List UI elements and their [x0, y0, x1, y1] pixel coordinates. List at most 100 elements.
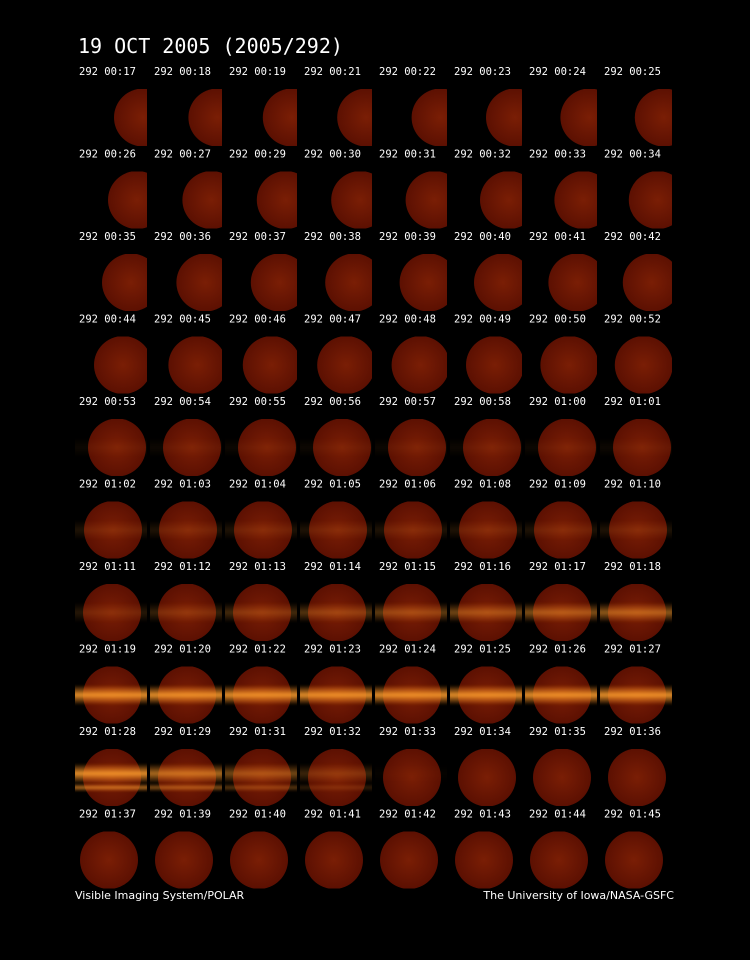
aurora-band: [75, 783, 147, 792]
aurora-band: [600, 602, 672, 623]
image-frame: [525, 584, 597, 641]
earth-disk: [458, 749, 516, 806]
image-frame: [305, 831, 363, 889]
image-frame: [75, 501, 147, 559]
frame-label: 292 00:54: [154, 396, 211, 408]
frame-label: 292 00:39: [379, 231, 436, 243]
aurora-band: [75, 763, 147, 784]
frame-label: 292 00:18: [154, 66, 211, 78]
aurora-band: [600, 520, 672, 540]
image-frame: [250, 254, 297, 311]
earth-disk: [411, 89, 447, 146]
frame-label: 292 00:24: [529, 66, 586, 78]
earth-disk: [80, 831, 138, 889]
image-frame: [480, 171, 522, 229]
frame-label: 292 01:33: [379, 726, 436, 738]
image-frame: [331, 171, 372, 229]
frame-label: 292 01:40: [229, 809, 286, 821]
aurora-band: [225, 685, 297, 705]
aurora-band: [373, 764, 449, 784]
earth-disk: [256, 171, 297, 229]
frame-label: 292 00:35: [79, 231, 136, 243]
aurora-band: [300, 685, 372, 705]
aurora-band: [375, 437, 447, 458]
frame-label: 292 01:02: [79, 479, 136, 491]
image-frame: [300, 749, 372, 806]
frame-label: 292 00:29: [229, 149, 286, 161]
frame-label: 292 00:48: [379, 314, 436, 326]
frame-label: 292 00:26: [79, 149, 136, 161]
image-frame: [150, 584, 222, 641]
frame-label: 292 01:11: [79, 561, 136, 573]
image-frame: [114, 89, 147, 146]
frame-label: 292 01:06: [379, 479, 436, 491]
frame-label: 292 01:17: [529, 561, 586, 573]
title: 19 OCT 2005 (2005/292): [78, 34, 343, 58]
frame-label: 292 01:22: [229, 644, 286, 656]
image-frame: [150, 749, 222, 806]
image-frame: [373, 749, 449, 806]
aurora-band: [225, 602, 297, 623]
aurora-band: [75, 437, 147, 458]
earth-disk: [155, 831, 213, 889]
aurora-band: [375, 602, 447, 623]
frame-label: 292 00:55: [229, 396, 286, 408]
frame-label: 292 01:27: [604, 644, 661, 656]
image-frame: [540, 336, 597, 394]
image-frame: [256, 171, 297, 229]
frame-label: 292 00:56: [304, 396, 361, 408]
frame-label: 292 00:50: [529, 314, 586, 326]
frame-label: 292 01:23: [304, 644, 361, 656]
aurora-band: [150, 783, 222, 792]
frame-label: 292 00:58: [454, 396, 511, 408]
frame-label: 292 01:25: [454, 644, 511, 656]
frame-label: 292 00:31: [379, 149, 436, 161]
earth-disk: [405, 171, 447, 229]
frame-label: 292 01:09: [529, 479, 586, 491]
earth-disk: [380, 831, 438, 889]
earth-disk: [530, 831, 588, 889]
footer-left: Visible Imaging System/POLAR: [75, 889, 245, 902]
image-frame: [614, 336, 672, 394]
aurora-band: [150, 763, 222, 784]
frame-label: 292 00:41: [529, 231, 586, 243]
image-frame: [405, 171, 447, 229]
frame-label: 292 01:31: [229, 726, 286, 738]
frame-label: 292 01:05: [304, 479, 361, 491]
earth-disk: [383, 749, 441, 806]
frame-label: 292 01:42: [379, 809, 436, 821]
image-frame: [375, 501, 447, 559]
image-frame: [188, 89, 222, 146]
image-frame: [399, 254, 447, 311]
frame-label: 292 01:36: [604, 726, 661, 738]
frame-label: 292 01:15: [379, 561, 436, 573]
image-frame: [525, 501, 597, 559]
frame-label: 292 01:24: [379, 644, 436, 656]
image-frame: [230, 831, 288, 889]
image-frame: [455, 831, 513, 889]
image-frame: [300, 501, 372, 559]
earth-disk: [480, 171, 522, 229]
image-frame: [600, 584, 672, 641]
image-frame: [182, 171, 222, 229]
earth-disk: [168, 336, 222, 394]
image-frame: [600, 501, 672, 559]
aurora-band: [150, 602, 222, 623]
image-frame: [375, 584, 447, 641]
frame-label: 292 00:17: [79, 66, 136, 78]
frame-label: 292 01:18: [604, 561, 661, 573]
image-frame: [94, 336, 147, 394]
image-frame: [108, 171, 147, 229]
earth-disk: [114, 89, 147, 146]
aurora-band: [75, 685, 147, 705]
image-frame: [168, 336, 222, 394]
image-frame: [155, 831, 213, 889]
earth-disk: [486, 89, 522, 146]
aurora-band: [300, 437, 372, 458]
aurora-band: [525, 520, 597, 540]
aurora-band: [75, 520, 147, 540]
image-frame: [325, 254, 372, 311]
image-frame: [150, 419, 222, 476]
aurora-band: [150, 437, 222, 458]
